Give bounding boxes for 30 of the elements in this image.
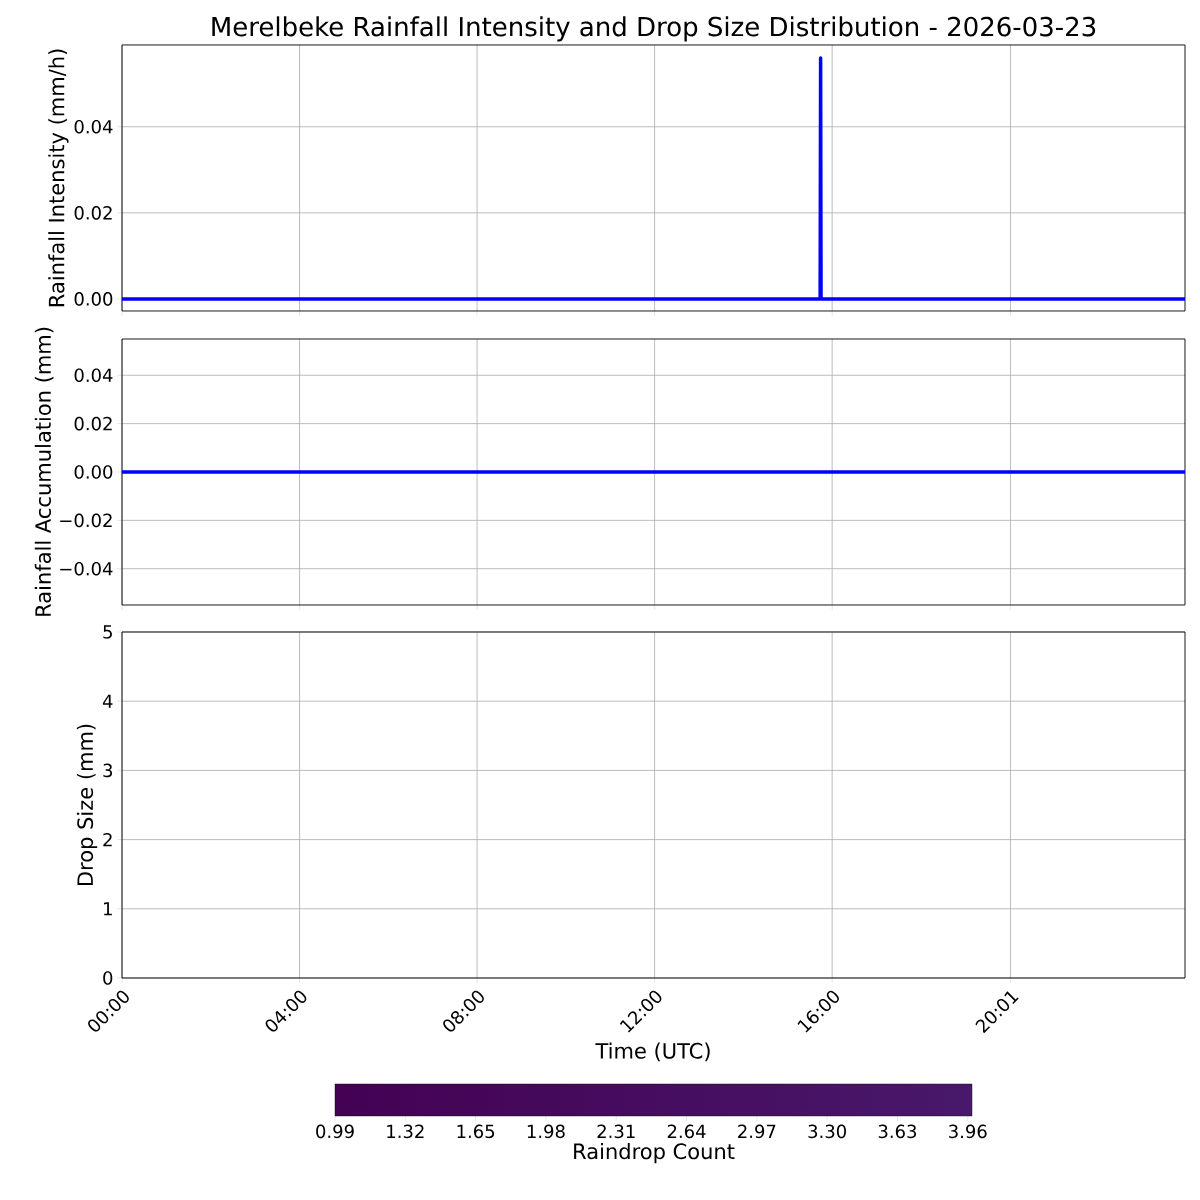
y-tick-label: 0.02 bbox=[74, 416, 112, 431]
y-tick-label: 0.00 bbox=[74, 465, 113, 479]
color-bar-label: 2.31 bbox=[597, 1124, 635, 1139]
y-tick-label: 0.04 bbox=[74, 368, 113, 383]
color-bar-label: 2.97 bbox=[738, 1124, 776, 1139]
color-bar-label: 3.96 bbox=[949, 1124, 987, 1139]
y-tick-label: −0.04 bbox=[60, 561, 113, 576]
x-axis-title: Time (UTC) bbox=[595, 1042, 710, 1062]
y-tick-label: 1 bbox=[104, 902, 112, 916]
color-bar-label: 0.99 bbox=[316, 1124, 354, 1139]
color-bar-label: 3.63 bbox=[878, 1124, 917, 1139]
y-axis-title: Drop Size (mm) bbox=[76, 724, 98, 886]
y-tick-label: −0.02 bbox=[60, 513, 112, 528]
y-axis-title: Rainfall Accumulation (mm) bbox=[34, 327, 54, 616]
y-axis-title: Rainfall Intensity (mm/h) bbox=[48, 49, 69, 307]
y-tick-label: 0 bbox=[103, 971, 113, 985]
y-tick-label: 2 bbox=[103, 832, 112, 847]
y-tick-label: 0.02 bbox=[74, 206, 112, 220]
y-tick-label: 3 bbox=[103, 763, 113, 778]
color-bar-label: 1.32 bbox=[387, 1124, 424, 1139]
y-tick-label: 0.00 bbox=[74, 292, 113, 306]
color-bar-title: Raindrop Count bbox=[574, 1142, 735, 1164]
color-bar-label: 3.30 bbox=[808, 1124, 846, 1139]
y-tick-label: 0.04 bbox=[74, 119, 113, 134]
y-tick-label: 4 bbox=[102, 694, 113, 708]
color-bar-label: 1.65 bbox=[457, 1124, 495, 1139]
color-bar-label: 1.98 bbox=[527, 1124, 565, 1139]
y-tick-label: 5 bbox=[103, 625, 112, 639]
color-bar-label: 2.64 bbox=[667, 1124, 706, 1139]
chart-title: Merelbeke Rainfall Intensity and Drop Size Distribution - 2026-03-23 bbox=[212, 16, 1096, 42]
